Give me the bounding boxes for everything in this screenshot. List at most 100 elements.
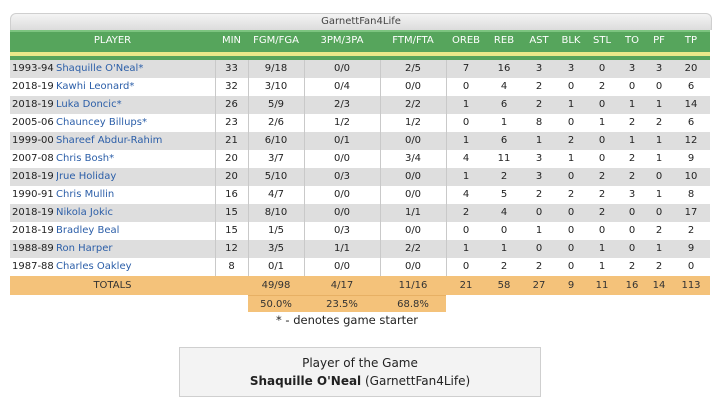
player-name-link[interactable]: Chauncey Billups*	[56, 117, 147, 128]
stat-cell-oreb: 1	[462, 243, 470, 254]
table-row	[10, 132, 710, 150]
stat-cell-3pm-3pa: 0/0	[333, 153, 351, 164]
stat-cell-pf: 0	[655, 81, 663, 92]
season-cell: 2018-19	[12, 81, 54, 92]
column-header-ast[interactable]: AST	[529, 35, 549, 46]
column-header-to[interactable]: TO	[625, 35, 639, 46]
totals-cell-tp: 113	[681, 280, 701, 291]
stat-cell-ftm-fta: 2/5	[404, 63, 422, 74]
stat-cell-tp: 17	[684, 207, 698, 218]
stat-cell-fgm-fga: 2/6	[267, 117, 285, 128]
column-header-oreb[interactable]: OREB	[452, 35, 480, 46]
column-header-fgm-fga[interactable]: FGM/FGA	[253, 35, 299, 46]
stat-cell-tp: 10	[684, 171, 698, 182]
stat-cell-ftm-fta: 0/0	[404, 171, 422, 182]
stat-cell-stl: 0	[598, 225, 606, 236]
player-name-link[interactable]: Nikola Jokic	[56, 207, 114, 218]
season-cell: 1987-88	[12, 261, 54, 272]
totals-cell-blk: 9	[567, 280, 575, 291]
totals-cell-stl: 11	[595, 280, 609, 291]
stat-cell-fgm-fga: 6/10	[264, 135, 288, 146]
stat-cell-blk: 0	[567, 261, 575, 272]
stat-cell-pf: 2	[655, 261, 663, 272]
stat-cell-ast: 8	[535, 117, 543, 128]
stat-cell-to: 2	[628, 117, 636, 128]
column-header-reb[interactable]: REB	[493, 35, 515, 46]
stat-cell-fgm-fga: 5/9	[267, 99, 285, 110]
player-name-link[interactable]: Jrue Holiday	[56, 171, 117, 182]
player-name-link[interactable]: Luka Doncic*	[56, 99, 122, 110]
stat-cell-oreb: 2	[462, 207, 470, 218]
column-header-player[interactable]: PLAYER	[93, 35, 132, 46]
stat-cell-fgm-fga: 5/10	[264, 171, 288, 182]
stat-cell-ftm-fta: 1/2	[404, 117, 422, 128]
stat-cell-3pm-3pa: 0/3	[333, 171, 351, 182]
stat-cell-stl: 2	[598, 207, 606, 218]
stat-cell-oreb: 1	[462, 135, 470, 146]
totals-cell-fgm-fga: 49/98	[261, 280, 291, 291]
column-header-pf[interactable]: PF	[653, 35, 665, 46]
stat-cell-fgm-fga: 1/5	[267, 225, 285, 236]
stat-cell-3pm-3pa: 0/0	[333, 207, 351, 218]
stat-cell-ftm-fta: 0/0	[404, 135, 422, 146]
column-divider	[446, 60, 447, 276]
stat-cell-reb: 4	[500, 207, 508, 218]
table-row	[10, 204, 710, 222]
stat-cell-stl: 0	[598, 153, 606, 164]
stat-cell-reb: 2	[500, 171, 508, 182]
player-name-link[interactable]: Chris Bosh*	[56, 153, 115, 164]
table-row	[10, 258, 710, 276]
player-name-link[interactable]: Kawhi Leonard*	[56, 81, 135, 92]
player-name-link[interactable]: Shaquille O'Neal*	[56, 63, 144, 74]
column-header-min[interactable]: MIN	[221, 35, 242, 46]
column-header-stl[interactable]: STL	[592, 35, 612, 46]
stat-cell-fgm-fga: 8/10	[264, 207, 288, 218]
season-cell: 2018-19	[12, 99, 54, 110]
player-name-link[interactable]: Ron Harper	[56, 243, 113, 254]
stat-cell-3pm-3pa: 2/3	[333, 99, 351, 110]
player-name-link[interactable]: Shareef Abdur-Rahim	[56, 135, 163, 146]
player-name-link[interactable]: Chris Mullin	[56, 189, 115, 200]
stat-cell-blk: 1	[567, 99, 575, 110]
season-cell: 2005-06	[12, 117, 54, 128]
stat-cell-stl: 1	[598, 243, 606, 254]
stat-cell-ftm-fta: 3/4	[404, 153, 422, 164]
player-name-link[interactable]: Bradley Beal	[56, 225, 120, 236]
column-header-ftm-fta[interactable]: FTM/FTA	[392, 35, 434, 46]
stat-cell-min: 20	[225, 171, 238, 182]
stat-cell-to: 3	[628, 63, 636, 74]
team-name-header: GarnettFan4Life	[10, 13, 712, 30]
player-name-link[interactable]: Charles Oakley	[56, 261, 132, 272]
season-cell: 2007-08	[12, 153, 54, 164]
column-header-3pm-3pa[interactable]: 3PM/3PA	[320, 35, 364, 46]
stat-cell-ast: 2	[535, 81, 543, 92]
season-cell: 1990-91	[12, 189, 54, 200]
stat-cell-reb: 16	[497, 63, 511, 74]
column-header-tp[interactable]: TP	[684, 35, 698, 46]
stat-cell-ast: 1	[535, 225, 543, 236]
stat-cell-to: 2	[628, 261, 636, 272]
totals-cell-ast: 27	[532, 280, 546, 291]
stat-cell-3pm-3pa: 0/0	[333, 189, 351, 200]
stat-cell-ast: 0	[535, 243, 543, 254]
stat-cell-ftm-fta: 0/0	[404, 261, 422, 272]
stat-cell-blk: 0	[567, 171, 575, 182]
stat-cell-oreb: 7	[462, 63, 470, 74]
stat-cell-min: 32	[225, 81, 238, 92]
stat-cell-reb: 4	[500, 81, 508, 92]
stat-cell-blk: 0	[567, 81, 575, 92]
stat-cell-pf: 1	[655, 99, 663, 110]
stat-cell-3pm-3pa: 1/2	[333, 117, 351, 128]
player-of-the-game-team: (GarnettFan4Life)	[365, 374, 471, 388]
stat-cell-to: 1	[628, 99, 636, 110]
player-of-the-game-box: Player of the Game Shaquille O'Neal (Gar…	[179, 347, 541, 397]
stat-cell-reb: 11	[497, 153, 511, 164]
stat-cell-ast: 3	[535, 63, 543, 74]
stat-cell-reb: 2	[500, 261, 508, 272]
table-row	[10, 96, 710, 114]
column-header-blk[interactable]: BLK	[561, 35, 581, 46]
table-row	[10, 240, 710, 258]
season-cell: 1999-00	[12, 135, 54, 146]
stat-cell-tp: 8	[687, 189, 695, 200]
stat-cell-blk: 3	[567, 63, 575, 74]
